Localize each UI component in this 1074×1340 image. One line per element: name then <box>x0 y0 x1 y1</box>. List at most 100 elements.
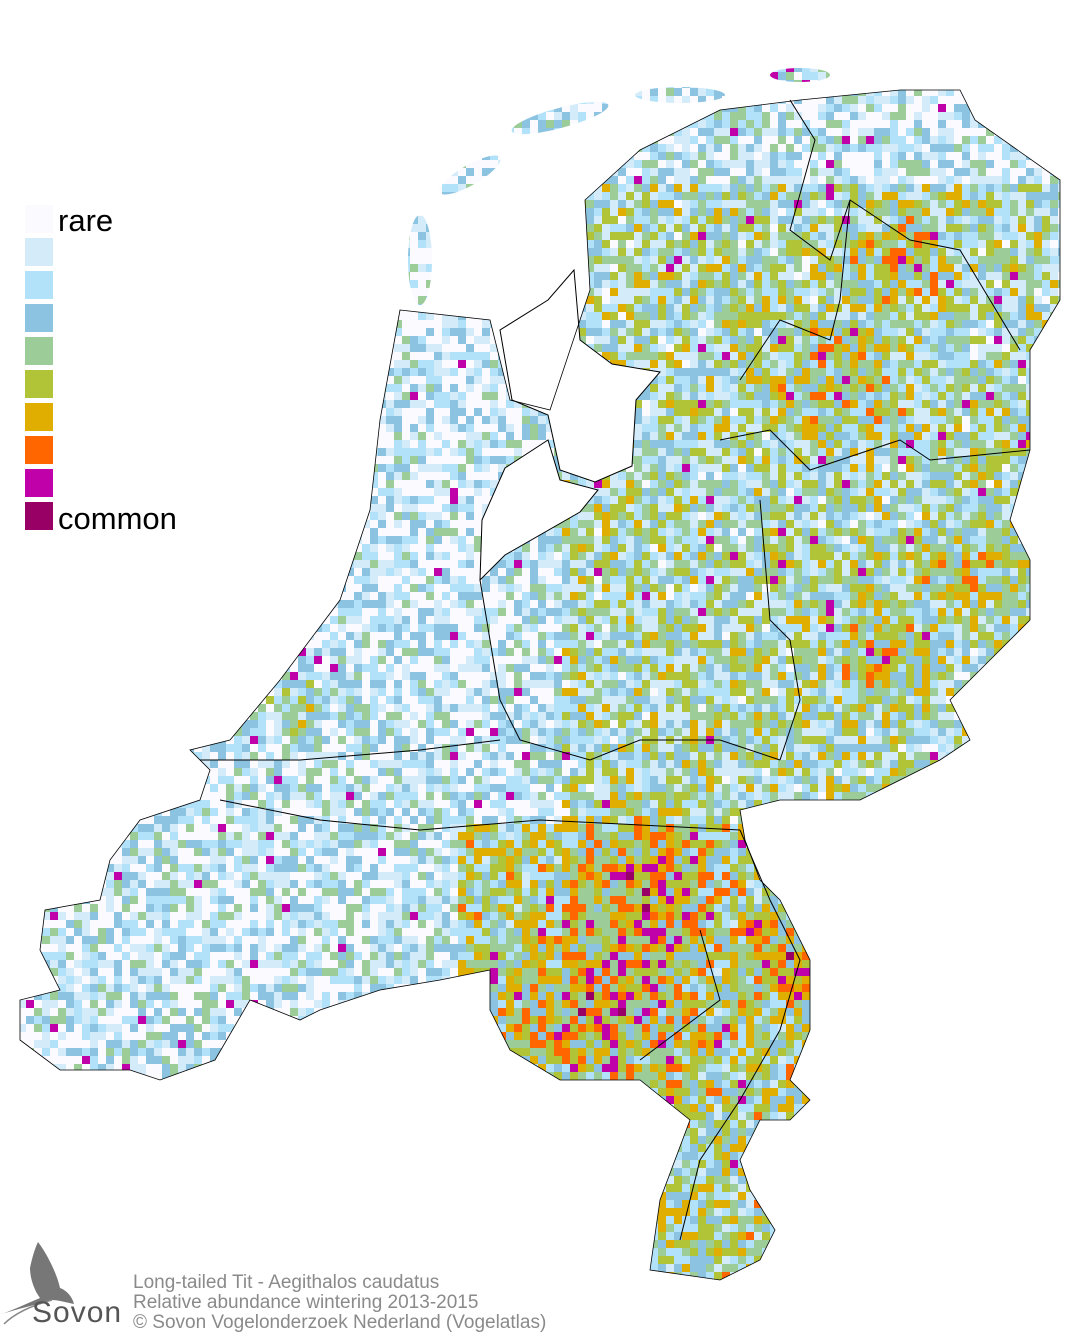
grid-cell <box>402 272 410 280</box>
grid-cell <box>162 384 170 392</box>
grid-cell <box>970 184 978 192</box>
grid-cell <box>186 440 194 448</box>
grid-cell <box>826 288 834 296</box>
grid-cell <box>746 304 754 312</box>
grid-cell <box>1018 408 1026 416</box>
grid-cell <box>778 120 786 128</box>
grid-cell <box>970 376 978 384</box>
grid-cell <box>722 256 730 264</box>
grid-cell <box>978 264 986 272</box>
grid-cell <box>90 280 98 288</box>
grid-cell <box>466 200 474 208</box>
grid-cell <box>786 128 794 136</box>
grid-cell <box>922 376 930 384</box>
grid-cell <box>722 240 730 248</box>
grid-cell <box>594 256 602 264</box>
grid-cell <box>754 160 762 168</box>
grid-cell <box>746 352 754 360</box>
grid-cell <box>274 72 282 80</box>
grid-cell <box>466 376 474 384</box>
grid-cell <box>474 56 482 64</box>
grid-cell <box>386 152 394 160</box>
grid-cell <box>738 72 746 80</box>
grid-cell <box>562 152 570 160</box>
grid-cell <box>1066 96 1074 104</box>
grid-cell <box>986 56 994 64</box>
grid-cell <box>114 240 122 248</box>
grid-cell <box>714 304 722 312</box>
grid-cell <box>850 224 858 232</box>
grid-cell <box>898 320 906 328</box>
grid-cell <box>338 168 346 176</box>
grid-cell <box>794 88 802 96</box>
grid-cell <box>682 240 690 248</box>
grid-cell <box>346 304 354 312</box>
grid-cell <box>194 360 202 368</box>
grid-cell <box>458 400 466 408</box>
grid-cell <box>474 208 482 216</box>
grid-cell <box>538 272 546 280</box>
grid-cell <box>762 264 770 272</box>
grid-cell <box>986 48 994 56</box>
grid-cell <box>170 440 178 448</box>
grid-cell <box>682 392 690 400</box>
grid-cell <box>298 312 306 320</box>
grid-cell <box>82 160 90 168</box>
grid-cell <box>970 408 978 416</box>
grid-cell <box>450 224 458 232</box>
grid-cell <box>754 416 762 424</box>
grid-cell <box>514 400 522 408</box>
grid-cell <box>490 368 498 376</box>
grid-cell <box>594 280 602 288</box>
grid-cell <box>138 112 146 120</box>
grid-cell <box>970 304 978 312</box>
grid-cell <box>762 280 770 288</box>
grid-cell <box>522 272 530 280</box>
grid-cell <box>594 336 602 344</box>
grid-cell <box>818 272 826 280</box>
grid-cell <box>1010 432 1018 440</box>
grid-cell <box>426 168 434 176</box>
grid-cell <box>250 400 258 408</box>
grid-cell <box>890 296 898 304</box>
grid-cell <box>274 40 282 48</box>
grid-cell <box>946 112 954 120</box>
grid-cell <box>434 112 442 120</box>
grid-cell <box>914 128 922 136</box>
grid-cell <box>890 336 898 344</box>
grid-cell <box>714 432 722 440</box>
grid-cell <box>306 216 314 224</box>
grid-cell <box>418 48 426 56</box>
grid-cell <box>450 104 458 112</box>
grid-cell <box>682 272 690 280</box>
grid-cell <box>1018 416 1026 424</box>
grid-cell <box>626 96 634 104</box>
grid-cell <box>714 296 722 304</box>
grid-cell <box>722 184 730 192</box>
grid-cell <box>66 80 74 88</box>
grid-cell <box>938 280 946 288</box>
grid-cell <box>666 248 674 256</box>
grid-cell <box>370 288 378 296</box>
grid-cell <box>738 184 746 192</box>
grid-cell <box>74 128 82 136</box>
grid-cell <box>266 232 274 240</box>
grid-cell <box>74 120 82 128</box>
grid-cell <box>922 48 930 56</box>
grid-cell <box>234 240 242 248</box>
grid-cell <box>162 232 170 240</box>
grid-cell <box>362 224 370 232</box>
grid-cell <box>154 40 162 48</box>
grid-cell <box>170 56 178 64</box>
grid-cell <box>290 328 298 336</box>
grid-cell <box>586 216 594 224</box>
grid-cell <box>338 104 346 112</box>
grid-cell <box>1058 320 1060 328</box>
grid-cell <box>170 344 178 352</box>
grid-cell <box>474 272 482 280</box>
grid-cell <box>858 288 866 296</box>
grid-cell <box>282 288 290 296</box>
grid-cell <box>410 400 418 408</box>
grid-cell <box>954 68 962 72</box>
grid-cell <box>578 288 586 296</box>
